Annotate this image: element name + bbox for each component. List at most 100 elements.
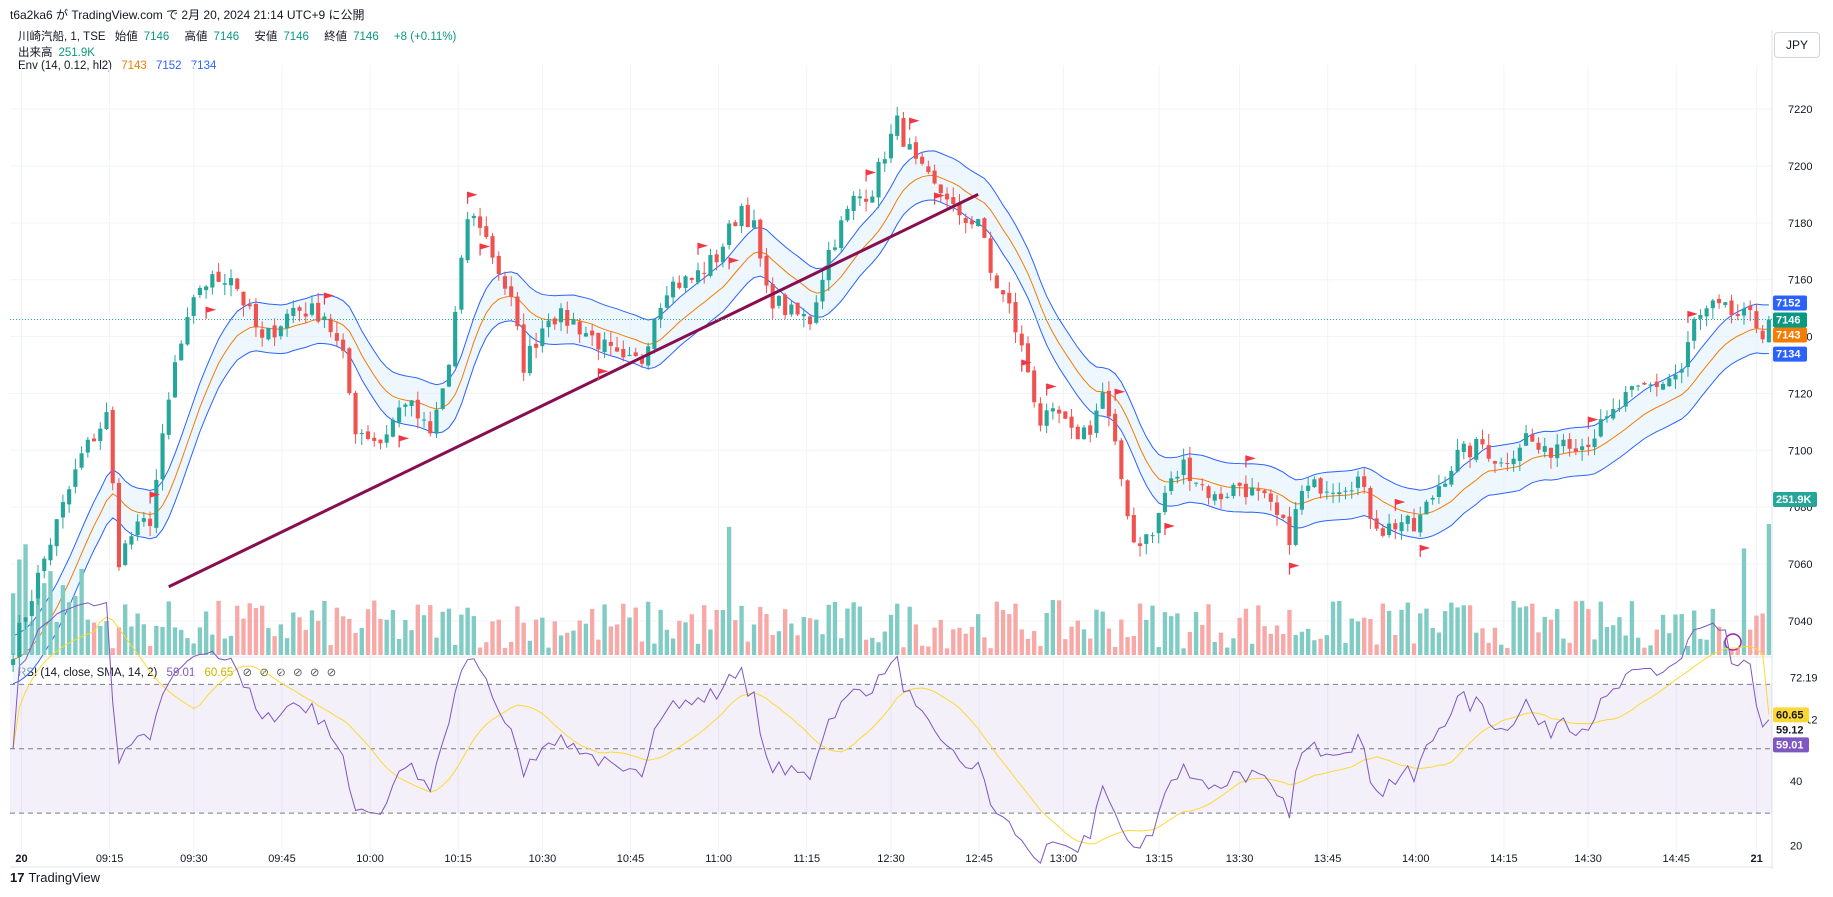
volume-bar [888, 614, 894, 655]
candle-body [135, 521, 140, 536]
volume-bar [1530, 603, 1535, 655]
tradingview-brand[interactable]: 17 TradingView [10, 870, 100, 885]
candle-body [926, 166, 931, 173]
volume-bar [733, 620, 738, 655]
price-badge-label: 7134 [1776, 349, 1801, 361]
volume-bar [1007, 614, 1012, 655]
volume-bar [901, 647, 906, 655]
candle-body [1542, 446, 1547, 452]
alert-bolt-icon[interactable] [1724, 633, 1742, 651]
volume-bar [191, 643, 196, 655]
hidden-values-icon[interactable]: ⊘ ⊘ ⊘ ⊘ ⊘ ⊘ [242, 667, 339, 679]
candle-body [1262, 490, 1267, 494]
time-tick-label: 14:00 [1402, 853, 1430, 865]
volume-bar [695, 643, 701, 655]
candle-body [1642, 382, 1647, 385]
volume-bar [1455, 607, 1460, 655]
candle-body [1424, 501, 1429, 515]
symbol-name[interactable]: 川崎汽船, 1, TSE [18, 31, 106, 43]
volume-bar [48, 571, 53, 655]
flag-icon [1420, 544, 1431, 551]
volume-bar [1698, 638, 1703, 655]
candle-body [851, 195, 856, 212]
flag-icon [697, 242, 708, 249]
volume-bar [1467, 605, 1473, 655]
candle-body [1343, 490, 1348, 492]
candle-body [1393, 523, 1398, 530]
candle-body [1611, 409, 1616, 419]
candle-body [1667, 378, 1672, 387]
candle-body [832, 247, 838, 250]
candle-body [29, 601, 34, 617]
candle-body [1337, 492, 1342, 495]
candle-body [702, 272, 707, 274]
volume-bar [1281, 634, 1286, 655]
volume-bar [527, 640, 533, 655]
candle-body [1480, 439, 1485, 445]
candle-body [614, 347, 620, 352]
candle-body [1517, 447, 1522, 461]
candle-body [17, 622, 22, 658]
rsi-badge-label: 59.01 [1776, 739, 1804, 751]
volume-bar [907, 606, 912, 655]
rsi-badge [1773, 707, 1809, 723]
candle-body [1237, 482, 1242, 486]
candle-body [1324, 491, 1329, 493]
volume-bar [185, 638, 190, 655]
price-tick-label: 7220 [1788, 104, 1812, 116]
volume-bar [1106, 628, 1112, 655]
volume-bar [1131, 636, 1136, 655]
candle-body [515, 296, 520, 327]
rsi-tick-label: 40 [1790, 776, 1802, 788]
time-tick-label: 09:15 [96, 853, 124, 865]
volume-bar [197, 627, 203, 655]
volume-bar [1050, 600, 1056, 655]
volume-bar [633, 607, 638, 655]
candle-body [415, 399, 420, 419]
candle-body [35, 572, 41, 599]
candle-body [783, 294, 788, 316]
volume-bar [1748, 629, 1753, 655]
candle-body [1187, 457, 1192, 482]
volume-bar [440, 611, 445, 655]
candle-body [1069, 416, 1074, 428]
currency-button[interactable]: JPY [1774, 32, 1820, 58]
candle-body [179, 343, 184, 361]
candle-body [141, 518, 146, 522]
candle-body [558, 308, 564, 323]
volume-bar [1424, 608, 1429, 655]
candle-body [583, 333, 588, 337]
volume-bar [322, 600, 327, 655]
price-tick-label: 7040 [1788, 616, 1812, 628]
volume-bar [216, 600, 221, 655]
candle-body [1499, 462, 1504, 464]
candle-body [459, 257, 464, 310]
candle-body [384, 434, 389, 443]
candle-body [596, 332, 601, 350]
candle-body [1150, 535, 1155, 537]
rsi-badge [1773, 737, 1809, 753]
volume-bar [1648, 645, 1653, 655]
envelope-legend[interactable]: Env (14, 0.12, hl2) 7143 7152 7134 [18, 60, 222, 72]
candle-body [994, 275, 999, 289]
volume-legend[interactable]: 出来高 251.9K [18, 44, 101, 60]
candle-body [1586, 444, 1591, 448]
trendline [168, 193, 979, 589]
flag-icon [467, 191, 478, 198]
volume-bar [1548, 619, 1554, 655]
volume-bar [664, 629, 670, 655]
rsi-legend[interactable]: RSI (14, close, SMA, 14, 2) 59.01 60.65 … [18, 665, 344, 679]
candle-body [577, 321, 582, 335]
candle-body [216, 271, 221, 282]
time-tick-label: 20 [15, 853, 27, 865]
volume-bar [969, 626, 975, 655]
volume-bar [552, 621, 557, 655]
price-badge [1773, 312, 1807, 328]
candle-body [1536, 442, 1541, 450]
candle-body [758, 219, 763, 259]
candle-body [1492, 461, 1497, 464]
volume-bar [253, 608, 259, 655]
volume-bar [1716, 626, 1722, 655]
candle-body [309, 303, 315, 315]
